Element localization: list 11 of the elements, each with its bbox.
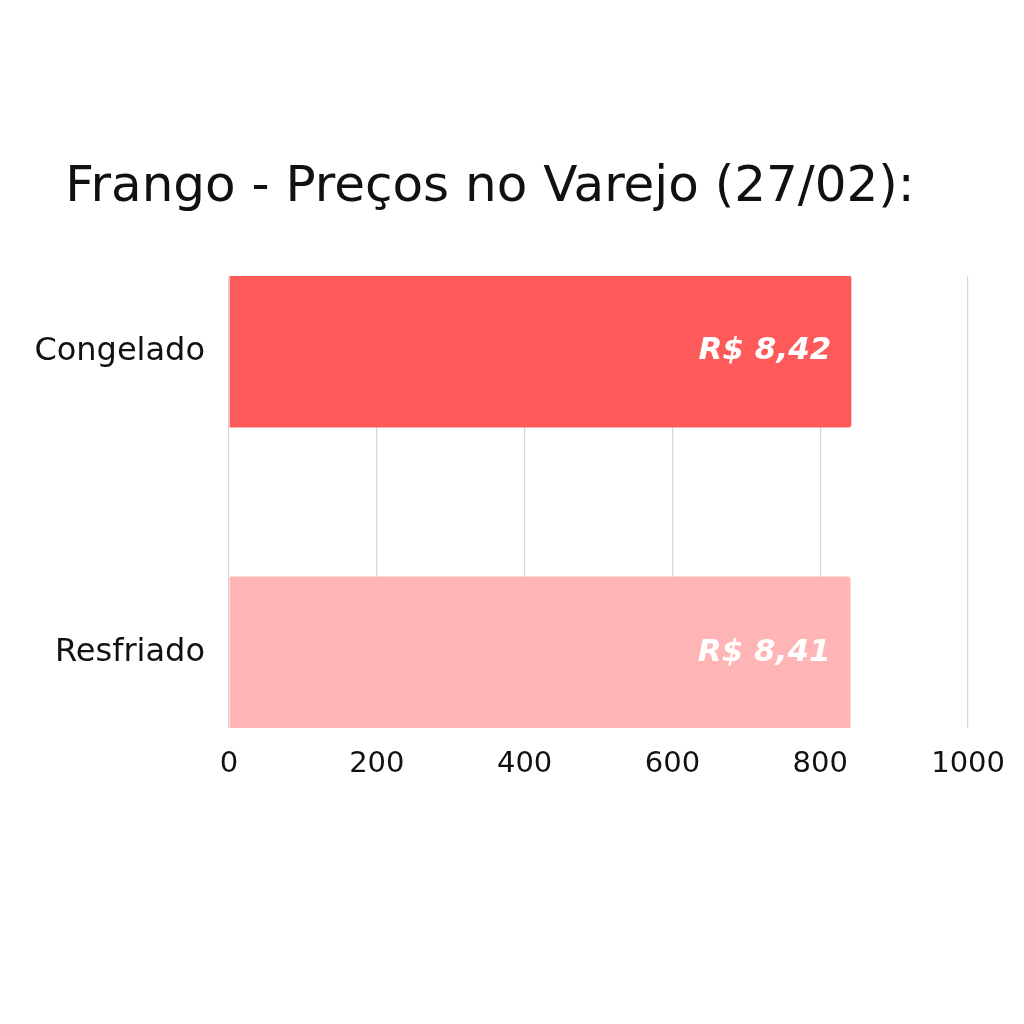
y-tick-label: Congelado [34,329,205,368]
y-tick-label: Resfriado [55,630,205,669]
x-tick-label: 600 [644,744,701,779]
x-tick-label: 1000 [931,744,1005,779]
x-tick-label: 0 [219,744,239,779]
data-label: R$ 8,42 [698,330,832,367]
chart-title: Frango - Preços no Varejo (27/02): [65,154,915,213]
x-tick-label: 800 [792,744,848,779]
data-label: R$ 8,41 [697,631,831,668]
x-tick-label: 400 [496,744,553,779]
x-tick-label: 200 [349,744,405,779]
